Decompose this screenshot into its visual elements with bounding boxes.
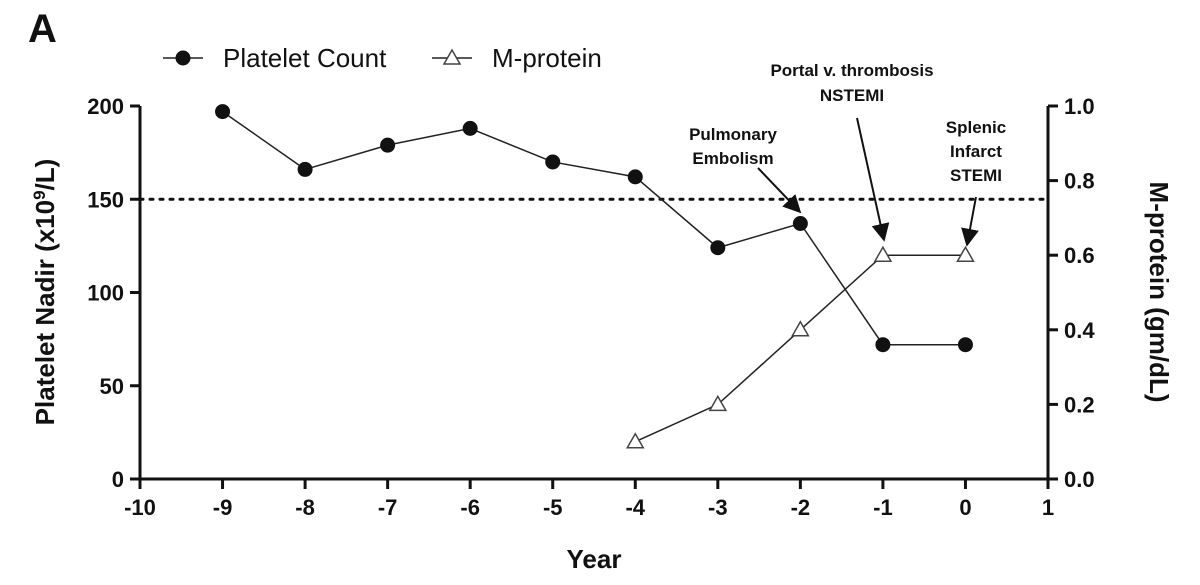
x-tick-label: -9 bbox=[213, 495, 233, 520]
annotation-line: Embolism bbox=[692, 149, 773, 168]
point-platelet-count bbox=[380, 137, 396, 153]
annotation-line: STEMI bbox=[950, 166, 1002, 185]
annotation-text: Portal v. thrombosis NSTEMI bbox=[770, 61, 933, 105]
y-axis-left-title-sup: 9 bbox=[30, 190, 49, 199]
point-platelet-count bbox=[627, 169, 643, 185]
x-tick-label: -5 bbox=[543, 495, 563, 520]
annotation-line: Pulmonary bbox=[689, 125, 777, 144]
annotation-line: Portal v. thrombosis bbox=[770, 61, 933, 80]
x-axis-title: Year bbox=[567, 544, 622, 574]
annotation-text: Splenic Infarct STEMI bbox=[946, 118, 1006, 185]
series-line-m-protein bbox=[634, 254, 966, 443]
annotation-2: Splenic Infarct STEMI bbox=[946, 118, 1006, 247]
point-platelet-count bbox=[710, 240, 726, 256]
legend-item-platelet-count: Platelet Count bbox=[163, 43, 387, 73]
series-line-platelet-count bbox=[222, 110, 966, 346]
x-tick-label: -1 bbox=[873, 495, 893, 520]
point-platelet-count bbox=[545, 154, 561, 170]
y-right-tick-label: 0.2 bbox=[1064, 392, 1095, 417]
annotation-arrow bbox=[961, 196, 979, 247]
x-tick-label: -4 bbox=[625, 495, 645, 520]
annotation-line: NSTEMI bbox=[820, 86, 884, 105]
y-right-tick-label: 0.0 bbox=[1064, 467, 1095, 492]
point-m-protein bbox=[625, 432, 645, 449]
series-m-protein bbox=[625, 245, 975, 449]
point-platelet-count bbox=[875, 337, 891, 353]
y-axis-left-title: Platelet Nadir (x109/L) bbox=[30, 159, 61, 426]
annotation-arrow bbox=[757, 167, 802, 214]
axes: -10 -9 -8 -7 -6 -5 -4 -3 -2 -1 0 10501001502000.00.… bbox=[87, 94, 1095, 520]
y-left-tick-label: 150 bbox=[87, 187, 124, 212]
y-left-tick-label: 0 bbox=[112, 467, 124, 492]
point-platelet-count bbox=[957, 337, 973, 353]
y-left-tick-label: 100 bbox=[87, 281, 124, 306]
legend: Platelet Count M-protein bbox=[163, 43, 602, 73]
annotation-arrow bbox=[856, 117, 890, 242]
legend-marker-m-protein bbox=[442, 48, 462, 65]
x-tick-label: -6 bbox=[460, 495, 480, 520]
point-platelet-count bbox=[215, 104, 231, 120]
point-m-protein bbox=[873, 245, 893, 262]
point-m-protein bbox=[956, 245, 975, 262]
y-left-tick-label: 200 bbox=[87, 94, 124, 119]
annotation-line: Splenic bbox=[946, 118, 1006, 137]
legend-label-platelet-count: Platelet Count bbox=[223, 43, 387, 73]
y-axis-right-title: M-protein (gm/dL) bbox=[1144, 182, 1174, 403]
point-platelet-count bbox=[297, 161, 313, 177]
annotation-1: Portal v. thrombosis NSTEMI bbox=[770, 61, 934, 242]
point-m-protein bbox=[708, 394, 728, 412]
x-tick-label: 1 bbox=[1042, 495, 1054, 520]
point-m-protein bbox=[791, 320, 810, 337]
legend-marker-platelet-count bbox=[175, 50, 191, 66]
y-right-tick-label: 0.8 bbox=[1064, 169, 1095, 194]
annotation-0: Pulmonary Embolism bbox=[689, 125, 802, 214]
legend-item-m-protein: M-protein bbox=[432, 43, 602, 73]
y-axis-left-title-main: Platelet Nadir (x10 bbox=[30, 200, 60, 425]
x-tick-label: -10 bbox=[124, 495, 156, 520]
x-tick-label: -7 bbox=[378, 495, 398, 520]
y-right-tick-label: 1.0 bbox=[1064, 94, 1095, 119]
y-left-tick-label: 50 bbox=[100, 374, 124, 399]
annotation-text: Pulmonary Embolism bbox=[689, 125, 777, 168]
y-right-tick-label: 0.4 bbox=[1064, 318, 1095, 343]
x-tick-label: -2 bbox=[791, 495, 811, 520]
series-platelet-count bbox=[215, 104, 973, 353]
point-platelet-count bbox=[462, 120, 478, 136]
y-right-tick-label: 0.6 bbox=[1064, 243, 1095, 268]
point-platelet-count bbox=[792, 215, 808, 231]
annotation-line: Infarct bbox=[950, 142, 1002, 161]
legend-label-m-protein: M-protein bbox=[492, 43, 602, 73]
y-axis-left-title-tail: /L) bbox=[30, 159, 60, 191]
x-tick-label: 0 bbox=[959, 495, 971, 520]
annotations: Pulmonary Embolism Portal v. thrombosis NST… bbox=[689, 61, 1006, 247]
x-tick-label: -3 bbox=[708, 495, 728, 520]
plot-area bbox=[138, 104, 1050, 449]
panel-label: A bbox=[28, 7, 57, 51]
x-tick-label: -8 bbox=[295, 495, 315, 520]
